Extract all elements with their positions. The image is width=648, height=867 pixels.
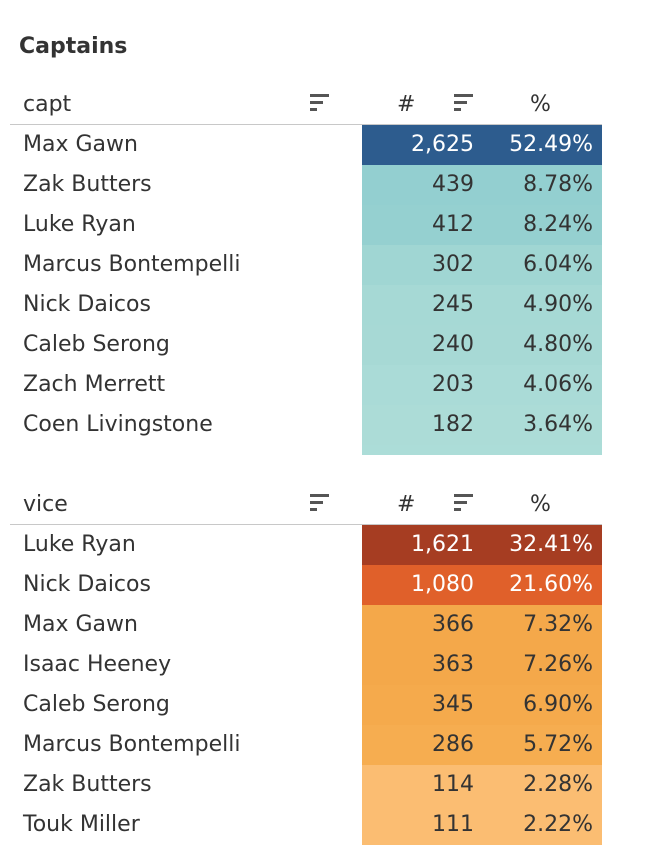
percent-value: 8.24%	[523, 212, 593, 237]
player-name: Nick Daicos	[23, 572, 151, 597]
table-row[interactable]: Marcus Bontempelli 302 6.04%	[10, 245, 602, 285]
percent-value: 32.41%	[509, 532, 593, 557]
player-name: Max Gawn	[23, 132, 138, 157]
value-cell: 1,621 32.41%	[362, 525, 602, 565]
percent-value: 7.32%	[523, 612, 593, 637]
table-row[interactable]: Caleb Serong 240 4.80%	[10, 325, 602, 365]
page-title: Captains	[19, 34, 128, 59]
percent-value: 3.64%	[523, 412, 593, 437]
count-value: 1,621	[411, 532, 474, 557]
player-name: Luke Ryan	[23, 212, 136, 237]
table-row[interactable]: Zak Butters 114 2.28%	[10, 765, 602, 805]
count-value: 2,625	[411, 132, 474, 157]
captains-tail-cell	[362, 445, 602, 455]
count-value: 240	[432, 332, 474, 357]
value-cell: 182 3.64%	[362, 405, 602, 445]
value-cell: 439 8.78%	[362, 165, 602, 205]
count-value: 302	[432, 252, 474, 277]
player-name: Caleb Serong	[23, 332, 170, 357]
count-value: 363	[432, 652, 474, 677]
player-name: Zach Merrett	[23, 372, 166, 397]
player-name: Marcus Bontempelli	[23, 252, 241, 277]
value-cell: 345 6.90%	[362, 685, 602, 725]
player-name: Luke Ryan	[23, 532, 136, 557]
table-row[interactable]: Max Gawn 2,625 52.49%	[10, 125, 602, 165]
vice-header: vice # %	[10, 486, 602, 525]
value-cell: 412 8.24%	[362, 205, 602, 245]
vice-table: vice # % Luke Ryan 1,621 32.41% Nick Daicos…	[10, 486, 602, 845]
count-value: 1,080	[411, 572, 474, 597]
value-cell: 286 5.72%	[362, 725, 602, 765]
count-value: 439	[432, 172, 474, 197]
count-value: 412	[432, 212, 474, 237]
table-row[interactable]: Nick Daicos 1,080 21.60%	[10, 565, 602, 605]
percent-value: 2.22%	[523, 812, 593, 837]
value-cell: 2,625 52.49%	[362, 125, 602, 165]
value-cell: 114 2.28%	[362, 765, 602, 805]
captains-table: capt # % Max Gawn 2,625 52.49% Zak Butters 4…	[10, 86, 602, 455]
count-value: 203	[432, 372, 474, 397]
value-cell: 203 4.06%	[362, 365, 602, 405]
value-cell: 363 7.26%	[362, 645, 602, 685]
vice-percent-column-header[interactable]: %	[530, 492, 551, 517]
count-value: 366	[432, 612, 474, 637]
player-name: Zak Butters	[23, 772, 152, 797]
captains-tail	[10, 445, 602, 455]
count-value: 286	[432, 732, 474, 757]
table-row[interactable]: Caleb Serong 345 6.90%	[10, 685, 602, 725]
percent-value: 7.26%	[523, 652, 593, 677]
count-value: 345	[432, 692, 474, 717]
count-value: 111	[432, 812, 474, 837]
value-cell: 240 4.80%	[362, 325, 602, 365]
capt-column-header[interactable]: capt	[23, 92, 72, 117]
value-cell: 366 7.32%	[362, 605, 602, 645]
value-cell: 245 4.90%	[362, 285, 602, 325]
percent-value: 2.28%	[523, 772, 593, 797]
value-cell: 1,080 21.60%	[362, 565, 602, 605]
percent-column-header[interactable]: %	[530, 92, 551, 117]
percent-value: 21.60%	[509, 572, 593, 597]
player-name: Nick Daicos	[23, 292, 151, 317]
table-row[interactable]: Marcus Bontempelli 286 5.72%	[10, 725, 602, 765]
player-name: Zak Butters	[23, 172, 152, 197]
table-row[interactable]: Nick Daicos 245 4.90%	[10, 285, 602, 325]
vice-rows: Luke Ryan 1,621 32.41% Nick Daicos 1,080 21.6…	[10, 525, 602, 845]
count-value: 114	[432, 772, 474, 797]
value-cell: 111 2.22%	[362, 805, 602, 845]
table-row[interactable]: Coen Livingstone 182 3.64%	[10, 405, 602, 445]
percent-value: 8.78%	[523, 172, 593, 197]
player-name: Isaac Heeney	[23, 652, 172, 677]
percent-value: 4.80%	[523, 332, 593, 357]
count-column-header[interactable]: #	[397, 92, 416, 117]
player-name: Max Gawn	[23, 612, 138, 637]
value-cell: 302 6.04%	[362, 245, 602, 285]
table-row[interactable]: Luke Ryan 412 8.24%	[10, 205, 602, 245]
count-value: 245	[432, 292, 474, 317]
captains-rows: Max Gawn 2,625 52.49% Zak Butters 439 8.78% Lu…	[10, 125, 602, 445]
table-row[interactable]: Touk Miller 111 2.22%	[10, 805, 602, 845]
percent-value: 4.90%	[523, 292, 593, 317]
captains-header: capt # %	[10, 86, 602, 125]
percent-value: 4.06%	[523, 372, 593, 397]
table-row[interactable]: Zak Butters 439 8.78%	[10, 165, 602, 205]
percent-value: 5.72%	[523, 732, 593, 757]
table-row[interactable]: Zach Merrett 203 4.06%	[10, 365, 602, 405]
sort-vice-count-icon[interactable]	[454, 494, 474, 512]
player-name: Caleb Serong	[23, 692, 170, 717]
sort-vice-icon[interactable]	[310, 494, 330, 512]
player-name: Marcus Bontempelli	[23, 732, 241, 757]
vice-count-column-header[interactable]: #	[397, 492, 416, 517]
percent-value: 52.49%	[509, 132, 593, 157]
count-value: 182	[432, 412, 474, 437]
vice-column-header[interactable]: vice	[23, 492, 68, 517]
table-row[interactable]: Luke Ryan 1,621 32.41%	[10, 525, 602, 565]
percent-value: 6.04%	[523, 252, 593, 277]
percent-value: 6.90%	[523, 692, 593, 717]
player-name: Coen Livingstone	[23, 412, 213, 437]
player-name: Touk Miller	[23, 812, 140, 837]
sort-count-icon[interactable]	[454, 94, 474, 112]
sort-capt-icon[interactable]	[310, 94, 330, 112]
table-row[interactable]: Max Gawn 366 7.32%	[10, 605, 602, 645]
table-row[interactable]: Isaac Heeney 363 7.26%	[10, 645, 602, 685]
